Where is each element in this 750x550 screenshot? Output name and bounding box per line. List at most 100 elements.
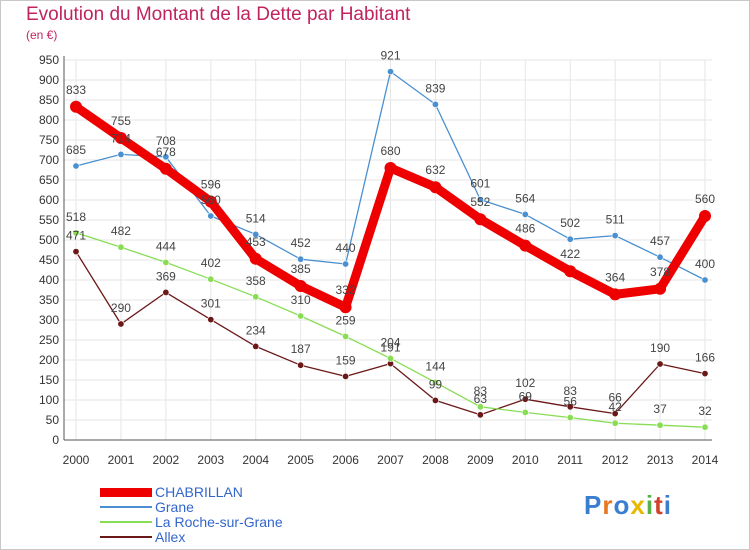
legend-swatch xyxy=(100,487,152,497)
data-point xyxy=(476,403,484,411)
y-tick-label: 650 xyxy=(39,173,59,187)
legend-label: Allex xyxy=(155,529,186,545)
data-label: 921 xyxy=(380,49,400,63)
x-tick-label: 2001 xyxy=(108,453,135,467)
y-tick-label: 750 xyxy=(39,133,59,147)
data-label: 596 xyxy=(201,178,221,192)
y-tick-label: 350 xyxy=(39,293,59,307)
data-label: 400 xyxy=(695,257,715,271)
data-point xyxy=(342,372,350,380)
data-label: 83 xyxy=(564,384,578,398)
data-label: 680 xyxy=(380,144,400,158)
data-point xyxy=(252,230,260,238)
data-point xyxy=(656,421,664,429)
y-tick-label: 50 xyxy=(46,413,60,427)
y-tick-label: 850 xyxy=(39,93,59,107)
data-point xyxy=(654,282,667,295)
x-tick-label: 2011 xyxy=(557,453,583,467)
x-tick-label: 2013 xyxy=(647,453,674,467)
data-point xyxy=(431,396,439,404)
data-point xyxy=(699,210,711,222)
data-point xyxy=(72,229,80,237)
data-point xyxy=(564,265,577,278)
legend-swatch xyxy=(100,521,152,523)
data-point xyxy=(159,162,172,175)
y-tick-label: 900 xyxy=(39,73,59,87)
data-labels: 471 290 369 301 234 187 159 191 99 63 102 83 66 190 16… xyxy=(66,49,715,419)
logo-letter: i xyxy=(645,490,655,520)
data-label: 452 xyxy=(291,236,311,250)
data-label: 714 xyxy=(111,131,131,145)
data-point xyxy=(519,239,532,252)
y-tick-label: 600 xyxy=(39,193,59,207)
data-label: 190 xyxy=(650,341,670,355)
data-point xyxy=(656,360,664,368)
data-label: 402 xyxy=(201,256,221,270)
data-point xyxy=(117,320,125,328)
data-point xyxy=(207,212,215,220)
data-point xyxy=(521,395,529,403)
data-label: 42 xyxy=(608,400,622,414)
data-point xyxy=(297,255,305,263)
data-point xyxy=(117,150,125,158)
data-point xyxy=(114,132,127,144)
data-label: 444 xyxy=(156,239,176,253)
data-label: 234 xyxy=(246,323,266,337)
data-label: 511 xyxy=(606,213,625,227)
y-tick-label: 450 xyxy=(39,253,59,267)
data-point xyxy=(72,162,80,170)
logo-letter: r xyxy=(602,490,614,520)
legend-label: CHABRILLAN xyxy=(155,484,243,500)
data-point xyxy=(611,419,619,427)
x-tick-label: 2006 xyxy=(332,453,359,467)
logo-letter: i xyxy=(663,490,672,520)
legend-swatch xyxy=(100,506,152,508)
data-label: 37 xyxy=(653,402,667,416)
data-label: 422 xyxy=(560,247,580,261)
chart-canvas: 0 50 100 150 200 250 300 350 400 450 500 550 600 650 7… xyxy=(39,49,719,467)
data-label: 440 xyxy=(336,241,356,255)
data-label: 564 xyxy=(515,191,535,205)
data-point xyxy=(117,243,125,251)
data-label: 518 xyxy=(66,210,86,224)
proxiti-logo: Proxiti xyxy=(584,490,672,521)
data-label: 453 xyxy=(246,235,266,249)
data-point xyxy=(297,361,305,369)
data-point xyxy=(611,232,619,240)
data-label: 560 xyxy=(695,192,715,206)
data-label: 364 xyxy=(605,270,625,284)
y-tick-label: 200 xyxy=(39,353,59,367)
data-label: 685 xyxy=(66,143,86,157)
data-point xyxy=(476,411,484,419)
data-point xyxy=(342,260,350,268)
data-label: 204 xyxy=(380,335,400,349)
data-point xyxy=(701,276,709,284)
x-tick-label: 2000 xyxy=(63,453,90,467)
data-point xyxy=(386,354,394,362)
data-point xyxy=(297,312,305,320)
chart-subtitle: (en €) xyxy=(26,28,58,42)
series-layer xyxy=(70,68,711,431)
data-label: 66 xyxy=(608,391,622,405)
x-tick-label: 2003 xyxy=(197,453,224,467)
data-label: 63 xyxy=(474,392,488,406)
data-label: 839 xyxy=(425,81,445,95)
data-label: 166 xyxy=(695,351,715,365)
data-point xyxy=(566,235,574,243)
data-point xyxy=(70,100,82,113)
data-point xyxy=(249,252,262,265)
data-point xyxy=(701,370,709,378)
data-label: 159 xyxy=(336,353,356,367)
chart-title: Evolution du Montant de la Dette par Hab… xyxy=(26,4,411,25)
data-label: 83 xyxy=(474,384,488,398)
logo-letter: P xyxy=(584,490,603,520)
data-label: 678 xyxy=(156,145,176,159)
legend-label: Grane xyxy=(155,499,194,515)
data-point xyxy=(656,253,664,261)
data-point xyxy=(431,378,439,386)
data-point xyxy=(72,248,80,256)
data-label: 471 xyxy=(66,229,86,243)
x-tick-label: 2005 xyxy=(287,453,314,467)
y-tick-label: 250 xyxy=(39,333,59,347)
y-tick-label: 550 xyxy=(39,213,59,227)
